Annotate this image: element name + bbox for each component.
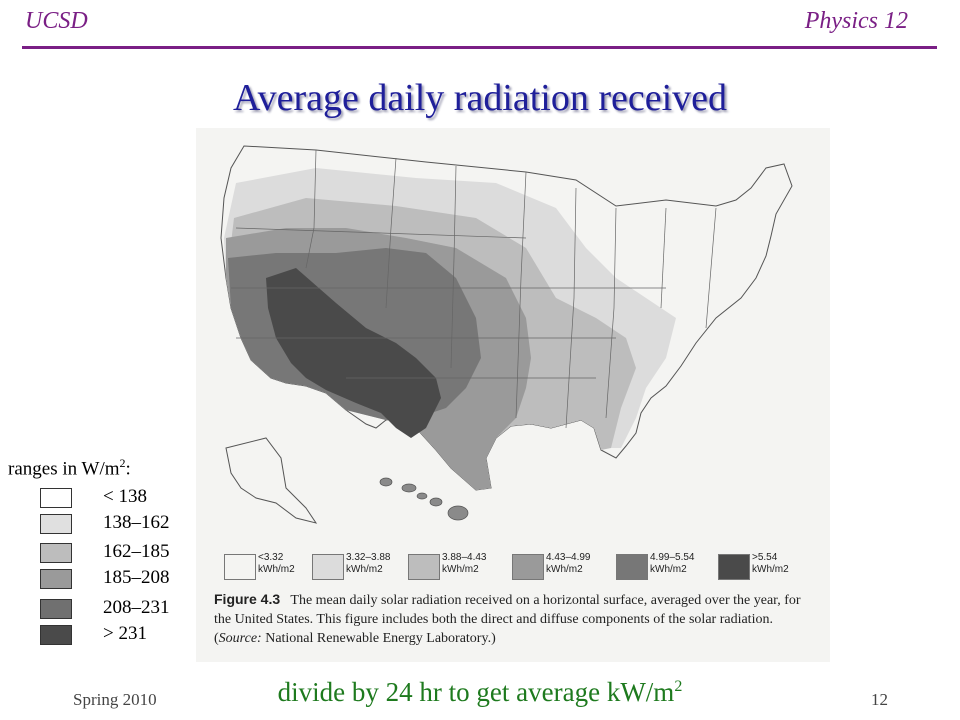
hawaii-islands xyxy=(379,477,469,521)
legend-swatch xyxy=(40,625,72,645)
figure-legend-value: 4.99–5.54 xyxy=(650,552,695,563)
legend-swatch xyxy=(40,543,72,563)
figure-legend-value: <3.32 xyxy=(258,552,284,563)
legend-row: < 138 xyxy=(40,486,220,514)
figure-legend-item: 3.88–4.43 kWh/m2 xyxy=(408,550,503,586)
legend-swatch xyxy=(40,514,72,534)
figure-legend-swatch xyxy=(408,554,440,580)
legend-label: > 231 xyxy=(103,623,147,644)
figure-legend-value: 3.32–3.88 xyxy=(346,552,391,563)
figure-legend-swatch xyxy=(512,554,544,580)
alaska-outline xyxy=(225,437,318,524)
figure-legend-swatch xyxy=(718,554,750,580)
figure-caption-source-label: Source: xyxy=(218,631,262,646)
legend-label: 185–208 xyxy=(103,567,170,588)
figure-legend-swatch xyxy=(224,554,256,580)
legend-swatch xyxy=(40,488,72,508)
slide-title: Average daily radiation received xyxy=(232,77,728,119)
legend-label: 162–185 xyxy=(103,541,170,562)
state-lines xyxy=(231,149,717,429)
figure-legend-value: >5.54 xyxy=(752,552,778,563)
footer-term: Spring 2010 xyxy=(73,690,157,709)
figure-legend-swatch xyxy=(312,554,344,580)
figure-legend-item: 4.43–4.99 kWh/m2 xyxy=(512,550,607,586)
legend-row: 162–185 xyxy=(40,541,220,569)
course-name: UCSD xyxy=(25,8,88,34)
figure-legend-value: 4.43–4.99 xyxy=(546,552,591,563)
footer-note: divide by 24 hr to get average kW/m2 xyxy=(277,677,683,707)
figure-legend-unit: kWh/m2 xyxy=(650,564,687,575)
legend-label: < 138 xyxy=(103,486,147,507)
legend-row: 138–162 xyxy=(40,512,220,540)
left-legend-title: ranges in W/m2: xyxy=(8,456,131,480)
legend-label: 138–162 xyxy=(103,512,170,533)
figure-caption-source: National Renewable Energy Laboratory.) xyxy=(265,631,496,646)
slide-number: 12 xyxy=(871,690,888,709)
legend-label: 208–231 xyxy=(103,597,170,618)
figure-legend-unit: kWh/m2 xyxy=(546,564,583,575)
legend-row: > 231 xyxy=(40,623,220,651)
figure-legend-unit: kWh/m2 xyxy=(258,564,295,575)
legend-row: 208–231 xyxy=(40,597,220,625)
figure-legend-item: >5.54 kWh/m2 xyxy=(718,550,813,586)
figure-caption: Figure 4.3 The mean daily solar radiatio… xyxy=(214,591,801,646)
us-radiation-map-figure: <3.32 kWh/m2 3.32–3.88 kWh/m2 3.88–4.43 … xyxy=(196,128,830,662)
legend-swatch xyxy=(40,599,72,619)
figure-legend-unit: kWh/m2 xyxy=(442,564,479,575)
legend-swatch xyxy=(40,569,72,589)
figure-legend-unit: kWh/m2 xyxy=(752,564,789,575)
figure-legend-item: <3.32 kWh/m2 xyxy=(224,550,319,586)
figure-legend-swatch xyxy=(616,554,648,580)
course-number: Physics 12 xyxy=(804,8,908,34)
figure-legend-unit: kWh/m2 xyxy=(346,564,383,575)
figure-caption-text: The mean daily solar radiation received … xyxy=(214,593,801,627)
legend-row: 185–208 xyxy=(40,567,220,595)
figure-legend-value: 3.88–4.43 xyxy=(442,552,487,563)
header-divider xyxy=(22,46,937,49)
figure-caption-label: Figure 4.3 xyxy=(214,591,281,607)
figure-legend-item: 3.32–3.88 kWh/m2 xyxy=(312,550,407,586)
band-gt-5-54 xyxy=(266,268,441,438)
us-map-graphic xyxy=(220,145,793,524)
figure-legend-item: 4.99–5.54 kWh/m2 xyxy=(616,550,711,586)
